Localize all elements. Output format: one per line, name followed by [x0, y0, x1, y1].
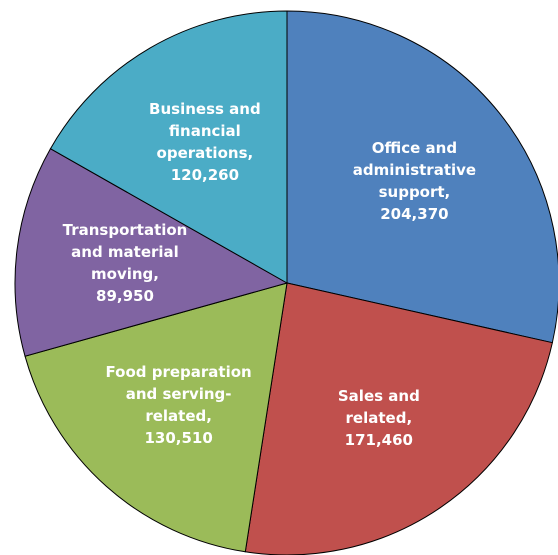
- pie-slice: [49, 10, 288, 284]
- pie-slice: [14, 148, 289, 357]
- data-label: Food preparation and serving-related, 130…: [104, 361, 254, 449]
- pie-slice: [286, 10, 558, 344]
- data-label: Office and administrative support, 204,37…: [339, 137, 489, 225]
- value-label: 204,370: [380, 205, 449, 224]
- data-label: Sales and related, 171,460: [304, 385, 454, 451]
- pie-slice: [24, 282, 288, 553]
- value-label: 171,460: [344, 430, 413, 449]
- category-label: Office and administrative support,: [352, 139, 477, 202]
- value-label: 120,260: [170, 165, 240, 184]
- category-label: Business and financial operations,: [149, 99, 261, 162]
- value-label: 130,510: [144, 429, 213, 448]
- category-label: Sales and related,: [337, 386, 420, 427]
- data-label: Transportation and material moving, 89,95…: [50, 219, 200, 307]
- value-label: 89,950: [96, 287, 154, 306]
- category-label: Food preparation and serving-related,: [105, 363, 252, 426]
- data-label: Business and financial operations, 120,26…: [130, 98, 280, 186]
- category-label: Transportation and material moving,: [62, 221, 188, 284]
